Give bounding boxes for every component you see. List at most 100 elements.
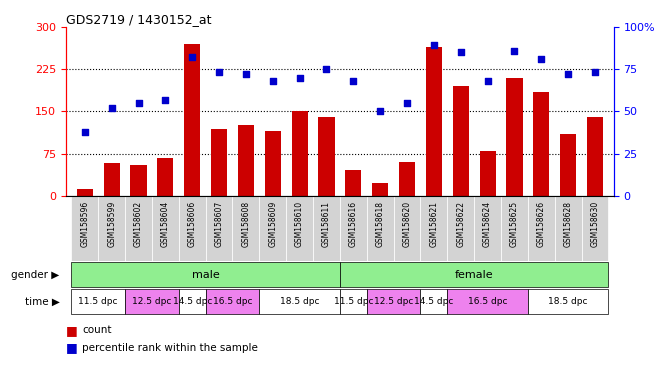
Text: 12.5 dpc: 12.5 dpc <box>132 297 172 306</box>
Point <box>428 42 439 48</box>
Bar <box>238 126 254 196</box>
Text: ■: ■ <box>66 324 78 337</box>
Bar <box>104 163 119 196</box>
Point <box>241 71 251 77</box>
Bar <box>474 196 501 261</box>
Bar <box>420 196 447 261</box>
Bar <box>211 129 227 196</box>
Text: GSM158596: GSM158596 <box>81 201 89 247</box>
Bar <box>313 196 340 261</box>
Text: time ▶: time ▶ <box>24 296 59 306</box>
Text: GSM158607: GSM158607 <box>214 201 224 247</box>
Bar <box>286 196 313 261</box>
Text: GSM158625: GSM158625 <box>510 201 519 247</box>
Text: 12.5 dpc: 12.5 dpc <box>374 297 413 306</box>
Bar <box>453 86 469 196</box>
Text: GSM158609: GSM158609 <box>268 201 277 247</box>
Text: GSM158626: GSM158626 <box>537 201 546 247</box>
Text: GSM158616: GSM158616 <box>349 201 358 247</box>
Text: 18.5 dpc: 18.5 dpc <box>280 297 319 306</box>
Text: gender ▶: gender ▶ <box>11 270 59 280</box>
Bar <box>125 290 179 313</box>
Bar <box>98 196 125 261</box>
Bar <box>292 111 308 196</box>
Text: ■: ■ <box>66 341 78 354</box>
Bar <box>367 290 420 313</box>
Text: GSM158608: GSM158608 <box>242 201 250 247</box>
Text: percentile rank within the sample: percentile rank within the sample <box>82 343 258 353</box>
Bar <box>71 290 125 313</box>
Point <box>509 48 519 54</box>
Bar <box>367 196 393 261</box>
Bar <box>179 290 206 313</box>
Bar <box>206 196 232 261</box>
Bar <box>581 196 609 261</box>
Text: GSM158618: GSM158618 <box>376 201 385 247</box>
Bar <box>71 263 340 286</box>
Text: GSM158630: GSM158630 <box>591 201 599 247</box>
Text: 16.5 dpc: 16.5 dpc <box>468 297 508 306</box>
Bar <box>554 196 581 261</box>
Point <box>267 78 278 84</box>
Bar <box>71 196 98 261</box>
Text: GSM158611: GSM158611 <box>322 201 331 247</box>
Bar <box>318 117 335 196</box>
Bar <box>528 290 609 313</box>
Bar <box>340 290 367 313</box>
Text: GSM158610: GSM158610 <box>295 201 304 247</box>
Bar <box>77 189 93 196</box>
Text: 11.5 dpc: 11.5 dpc <box>79 297 118 306</box>
Text: count: count <box>82 325 112 335</box>
Text: GSM158624: GSM158624 <box>483 201 492 247</box>
Bar <box>447 196 474 261</box>
Point <box>482 78 493 84</box>
Point <box>187 54 197 60</box>
Text: 11.5 dpc: 11.5 dpc <box>333 297 373 306</box>
Bar <box>533 92 549 196</box>
Bar <box>152 196 179 261</box>
Bar <box>393 196 420 261</box>
Text: GSM158606: GSM158606 <box>187 201 197 247</box>
Bar <box>206 290 259 313</box>
Bar <box>232 196 259 261</box>
Text: GSM158622: GSM158622 <box>456 201 465 247</box>
Bar <box>259 196 286 261</box>
Text: GSM158628: GSM158628 <box>564 201 573 247</box>
Point <box>455 49 466 55</box>
Bar <box>506 78 523 196</box>
Point <box>133 100 144 106</box>
Point <box>106 105 117 111</box>
Bar <box>587 117 603 196</box>
Text: male: male <box>192 270 220 280</box>
Bar <box>179 196 206 261</box>
Bar <box>157 157 174 196</box>
Point <box>79 129 90 135</box>
Point <box>214 70 224 76</box>
Bar <box>259 290 340 313</box>
Point <box>402 100 412 106</box>
Text: 16.5 dpc: 16.5 dpc <box>213 297 252 306</box>
Bar <box>501 196 528 261</box>
Text: 18.5 dpc: 18.5 dpc <box>548 297 588 306</box>
Point <box>536 56 546 62</box>
Bar <box>399 162 415 196</box>
Bar <box>345 170 362 196</box>
Point <box>321 66 332 72</box>
Text: GSM158602: GSM158602 <box>134 201 143 247</box>
Bar <box>420 290 447 313</box>
Text: GDS2719 / 1430152_at: GDS2719 / 1430152_at <box>66 13 211 26</box>
Bar <box>340 263 609 286</box>
Text: GSM158599: GSM158599 <box>107 201 116 247</box>
Point <box>563 71 574 77</box>
Text: GSM158620: GSM158620 <box>403 201 412 247</box>
Bar <box>426 46 442 196</box>
Bar <box>372 184 388 196</box>
Text: GSM158604: GSM158604 <box>161 201 170 247</box>
Bar <box>560 134 576 196</box>
Point <box>348 78 358 84</box>
Point <box>375 108 385 114</box>
Text: 14.5 dpc: 14.5 dpc <box>414 297 453 306</box>
Bar <box>528 196 554 261</box>
Bar <box>447 290 528 313</box>
Point <box>294 74 305 81</box>
